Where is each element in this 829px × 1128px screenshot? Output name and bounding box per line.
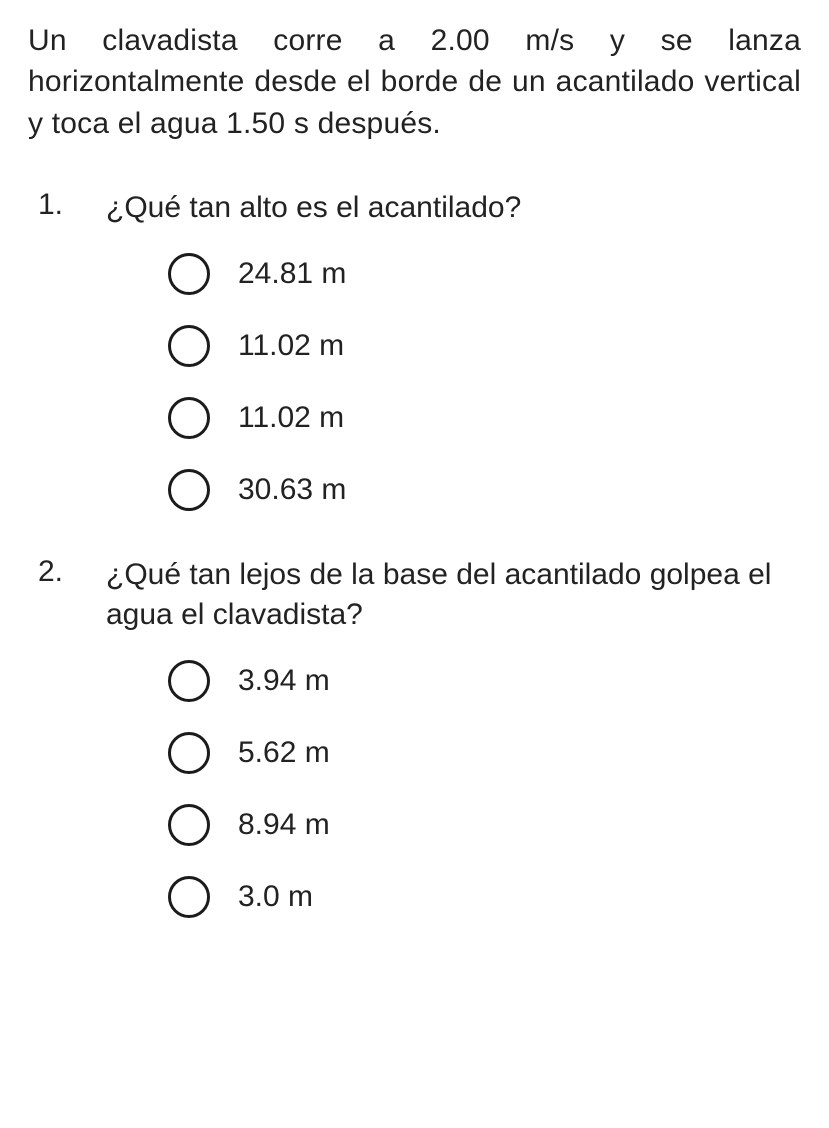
option-row[interactable]: 11.02 m	[168, 397, 801, 439]
radio-icon[interactable]	[168, 732, 210, 774]
option-label: 11.02 m	[238, 401, 344, 435]
option-label: 3.0 m	[238, 880, 313, 914]
radio-icon[interactable]	[168, 469, 210, 511]
option-label: 11.02 m	[238, 329, 344, 363]
question-number: 2.	[28, 555, 106, 589]
option-row[interactable]: 5.62 m	[168, 732, 801, 774]
question-text: ¿Qué tan alto es el acantilado?	[106, 188, 801, 229]
options-group-2: 3.94 m 5.62 m 8.94 m 3.0 m	[28, 660, 801, 918]
radio-icon[interactable]	[168, 325, 210, 367]
option-row[interactable]: 3.94 m	[168, 660, 801, 702]
radio-icon[interactable]	[168, 397, 210, 439]
radio-icon[interactable]	[168, 804, 210, 846]
question-block-1: 1. ¿Qué tan alto es el acantilado? 24.81…	[28, 188, 801, 511]
option-label: 5.62 m	[238, 736, 330, 770]
question-text: ¿Qué tan lejos de la base del acantilado…	[106, 555, 801, 636]
options-group-1: 24.81 m 11.02 m 11.02 m 30.63 m	[28, 253, 801, 511]
option-row[interactable]: 11.02 m	[168, 325, 801, 367]
option-row[interactable]: 24.81 m	[168, 253, 801, 295]
option-label: 3.94 m	[238, 664, 330, 698]
option-label: 24.81 m	[238, 257, 346, 291]
option-row[interactable]: 3.0 m	[168, 876, 801, 918]
option-row[interactable]: 30.63 m	[168, 469, 801, 511]
radio-icon[interactable]	[168, 660, 210, 702]
problem-statement: Un clavadista corre a 2.00 m/s y se lanz…	[28, 20, 801, 144]
question-block-2: 2. ¿Qué tan lejos de la base del acantil…	[28, 555, 801, 918]
radio-icon[interactable]	[168, 253, 210, 295]
question-row: 1. ¿Qué tan alto es el acantilado?	[28, 188, 801, 229]
option-row[interactable]: 8.94 m	[168, 804, 801, 846]
page-container: Un clavadista corre a 2.00 m/s y se lanz…	[0, 0, 829, 982]
option-label: 30.63 m	[238, 473, 346, 507]
option-label: 8.94 m	[238, 808, 330, 842]
radio-icon[interactable]	[168, 876, 210, 918]
question-number: 1.	[28, 188, 106, 222]
question-row: 2. ¿Qué tan lejos de la base del acantil…	[28, 555, 801, 636]
